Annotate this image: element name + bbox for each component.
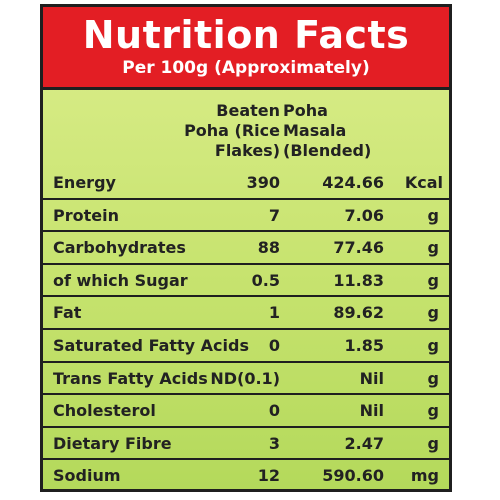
- poha-masala-value: Nil: [359, 401, 384, 421]
- unit: g: [427, 401, 439, 421]
- beaten-poha-value: 390: [246, 173, 280, 192]
- beaten-poha-value: ND(0.1): [210, 368, 280, 388]
- nutrient-name: Dietary Fibre: [53, 433, 172, 453]
- nutrient-name: Fat: [53, 303, 82, 323]
- nutrition-facts-panel: Nutrition Facts Per 100g (Approximately)…: [40, 4, 452, 492]
- beaten-poha-value: 7: [268, 205, 280, 225]
- nutrition-header: Nutrition Facts Per 100g (Approximately): [43, 7, 449, 90]
- nutrition-row-cholesterol: Cholesterol 0 Nil g: [43, 395, 449, 428]
- beaten-poha-value: 88: [257, 238, 280, 258]
- unit: g: [427, 368, 439, 388]
- poha-masala-value: 7.06: [344, 205, 384, 225]
- unit: g: [427, 270, 439, 290]
- unit: g: [427, 238, 439, 258]
- unit: g: [427, 303, 439, 323]
- unit: g: [427, 433, 439, 453]
- nutrient-name: Protein: [53, 205, 119, 225]
- nutrition-table: Energy 390 424.66 Kcal Protein 7 7.06 g …: [43, 167, 449, 489]
- beaten-poha-value: 0: [268, 335, 280, 355]
- unit: mg: [410, 466, 439, 486]
- nutrient-name: Cholesterol: [53, 401, 156, 421]
- nutrient-name: Sodium: [53, 466, 121, 486]
- nutrition-row-energy: Energy 390 424.66 Kcal: [43, 167, 449, 200]
- poha-masala-value: Nil: [359, 368, 384, 388]
- beaten-poha-value: 1: [268, 303, 280, 323]
- nutrition-row-carbohydrates: Carbohydrates 88 77.46 g: [43, 232, 449, 265]
- nutrient-name: of which Sugar: [53, 270, 188, 290]
- nutrition-row-saturated-fatty-acids: Saturated Fatty Acids 0 1.85 g: [43, 330, 449, 363]
- poha-masala-value: 11.83: [333, 270, 384, 290]
- poha-masala-value: 89.62: [333, 303, 384, 323]
- unit: g: [427, 335, 439, 355]
- poha-masala-value: 2.47: [344, 433, 384, 453]
- nutrition-row-trans-fatty-acids: Trans Fatty Acids ND(0.1) Nil g: [43, 363, 449, 396]
- beaten-poha-value: 0: [268, 401, 280, 421]
- nutrition-row-sugar: of which Sugar 0.5 11.83 g: [43, 265, 449, 298]
- nutrient-name: Carbohydrates: [53, 238, 186, 258]
- nutrition-title: Nutrition Facts: [82, 13, 410, 57]
- poha-masala-value: 1.85: [344, 335, 384, 355]
- column-header-poha-masala: Poha Masala (Blended): [283, 101, 372, 160]
- column-header-beaten-poha: Beaten Poha (Rice Flakes): [184, 101, 280, 160]
- nutrition-row-sodium: Sodium 12 590.60 mg: [43, 460, 449, 489]
- nutrient-name: Trans Fatty Acids: [53, 368, 208, 388]
- unit: g: [427, 205, 439, 225]
- beaten-poha-value: 0.5: [251, 270, 280, 290]
- nutrition-row-fat: Fat 1 89.62 g: [43, 297, 449, 330]
- poha-masala-value: 424.66: [322, 173, 384, 192]
- beaten-poha-value: 12: [257, 466, 280, 486]
- nutrient-name: Saturated Fatty Acids: [53, 335, 249, 355]
- nutrient-name: Energy: [53, 173, 116, 192]
- unit: Kcal: [404, 173, 443, 192]
- poha-masala-value: 77.46: [333, 238, 384, 258]
- nutrition-row-dietary-fibre: Dietary Fibre 3 2.47 g: [43, 428, 449, 461]
- nutrition-subtitle: Per 100g (Approximately): [122, 58, 370, 78]
- beaten-poha-value: 3: [268, 433, 280, 453]
- poha-masala-value: 590.60: [322, 466, 384, 486]
- nutrition-row-protein: Protein 7 7.06 g: [43, 200, 449, 233]
